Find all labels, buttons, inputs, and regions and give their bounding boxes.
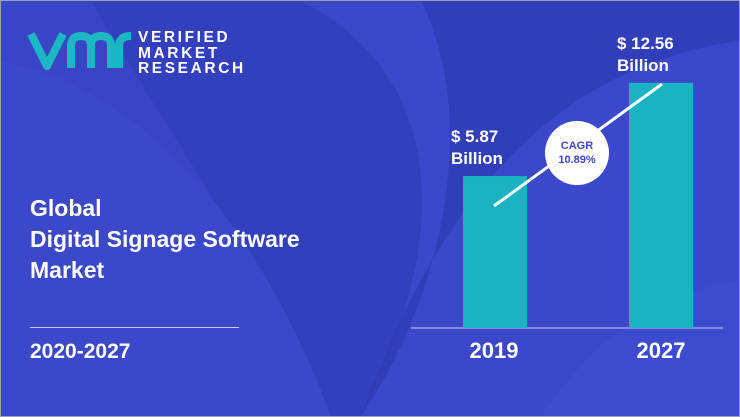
value-label-2027: $ 12.56 Billion bbox=[617, 33, 674, 77]
bar-2027 bbox=[629, 82, 693, 328]
cagr-label: CAGR bbox=[560, 140, 594, 152]
value-amount: $ 12.56 bbox=[617, 33, 674, 53]
x-tick-2019: 2019 bbox=[469, 338, 519, 363]
x-tick-2027: 2027 bbox=[636, 338, 686, 363]
cagr-badge: CAGR 10.89% bbox=[545, 121, 609, 185]
title-line-2: Digital Signage Software bbox=[30, 226, 300, 252]
cagr-value: 10.89% bbox=[558, 154, 596, 166]
forecast-period: 2020-2027 bbox=[30, 340, 131, 363]
value-label-2019: $ 5.87 Billion bbox=[451, 126, 503, 170]
brand-line-2: MARKET bbox=[138, 44, 220, 62]
brand-line-3: RESEARCH bbox=[138, 60, 246, 77]
bar-2019 bbox=[463, 176, 527, 328]
brand-line-1: VERIFIED bbox=[138, 29, 231, 46]
page-title: Global Digital Signage Software Market bbox=[30, 193, 300, 286]
value-unit: Billion bbox=[451, 149, 503, 169]
title-line-1: Global bbox=[30, 195, 102, 221]
brand-name: VERIFIED MARKET RESEARCH bbox=[138, 30, 246, 77]
vmr-logo bbox=[27, 31, 132, 70]
value-amount: $ 5.87 bbox=[451, 127, 499, 147]
title-line-3: Market bbox=[30, 257, 105, 283]
divider-left bbox=[30, 327, 239, 328]
value-unit: Billion bbox=[617, 55, 669, 75]
